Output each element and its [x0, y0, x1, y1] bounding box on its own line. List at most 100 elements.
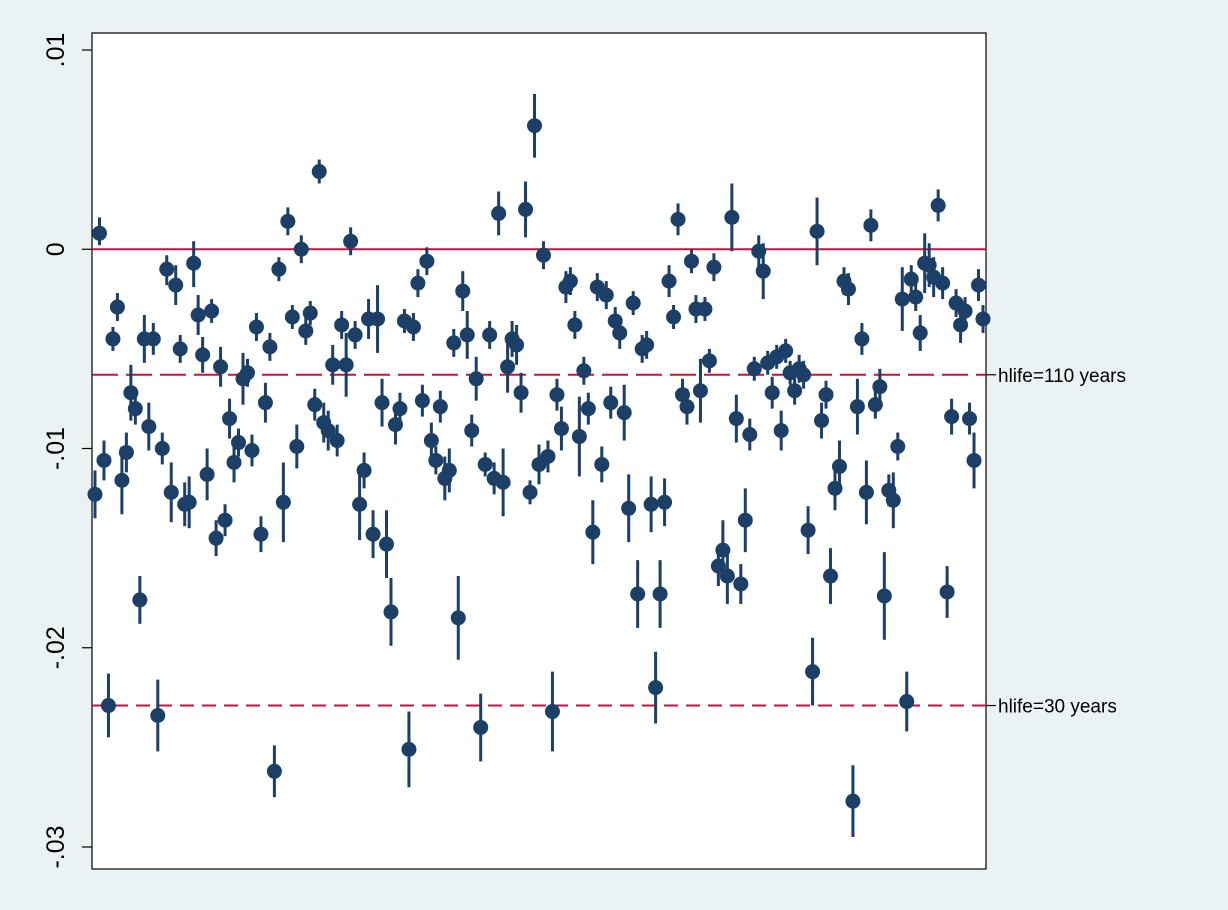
- point-marker: [643, 496, 659, 512]
- point-marker: [518, 201, 534, 217]
- data-point: [141, 402, 157, 451]
- point-marker: [356, 462, 372, 478]
- point-marker: [248, 319, 264, 335]
- point-marker: [899, 694, 915, 710]
- point-marker: [168, 277, 184, 293]
- data-point: [266, 745, 282, 798]
- point-marker: [482, 327, 498, 343]
- point-marker: [379, 536, 395, 552]
- point-marker: [464, 423, 480, 439]
- point-marker: [567, 317, 583, 333]
- point-marker: [666, 309, 682, 325]
- point-marker: [849, 399, 865, 415]
- data-point: [374, 378, 390, 427]
- data-point: [908, 283, 924, 312]
- data-point: [863, 209, 879, 242]
- point-marker: [890, 439, 906, 455]
- data-point: [522, 480, 538, 505]
- data-point: [849, 378, 865, 435]
- point-marker: [737, 512, 753, 528]
- point-marker: [966, 452, 982, 468]
- point-marker: [459, 327, 475, 343]
- data-point: [805, 637, 821, 706]
- data-point: [670, 203, 686, 236]
- data-point: [773, 410, 789, 451]
- data-point: [186, 241, 202, 288]
- point-marker: [957, 303, 973, 319]
- point-marker: [746, 361, 762, 377]
- point-marker: [239, 365, 255, 381]
- data-point: [944, 398, 960, 435]
- data-point: [370, 285, 386, 353]
- data-point: [643, 476, 659, 533]
- point-marker: [535, 247, 551, 263]
- point-marker: [217, 512, 233, 528]
- data-point: [293, 235, 309, 264]
- reference-line-label: hlife=110 years: [998, 366, 1126, 387]
- data-point: [87, 470, 103, 519]
- data-point: [280, 207, 296, 236]
- data-point: [109, 293, 125, 321]
- data-point: [222, 398, 238, 439]
- point-marker: [159, 261, 175, 277]
- point-marker: [266, 763, 282, 779]
- data-point: [652, 560, 668, 628]
- data-point: [352, 468, 368, 541]
- point-marker: [293, 241, 309, 257]
- point-marker: [195, 347, 211, 363]
- point-marker: [773, 423, 789, 439]
- point-marker: [944, 409, 960, 425]
- data-point: [392, 392, 408, 425]
- point-marker: [320, 423, 336, 439]
- point-marker: [625, 295, 641, 311]
- data-point: [648, 651, 664, 724]
- point-marker: [405, 319, 421, 335]
- point-marker: [544, 704, 560, 720]
- point-marker: [845, 793, 861, 809]
- data-point: [818, 380, 834, 409]
- point-marker: [163, 484, 179, 500]
- point-marker: [648, 680, 664, 696]
- point-marker: [831, 458, 847, 474]
- data-point: [419, 247, 435, 276]
- data-point: [401, 711, 417, 788]
- point-marker: [145, 331, 161, 347]
- point-marker: [455, 283, 471, 299]
- point-marker: [562, 273, 578, 289]
- point-marker: [594, 456, 610, 472]
- point-marker: [127, 401, 143, 417]
- point-marker: [522, 484, 538, 500]
- point-marker: [253, 526, 269, 542]
- y-tick-label: 0: [42, 242, 70, 256]
- point-marker: [863, 217, 879, 233]
- point-marker: [630, 586, 646, 602]
- data-point: [275, 462, 291, 543]
- data-point: [518, 181, 534, 238]
- data-point: [338, 332, 354, 397]
- data-point: [809, 197, 825, 266]
- data-point: [858, 460, 874, 525]
- point-marker: [580, 401, 596, 417]
- data-point: [971, 269, 987, 302]
- data-point: [935, 267, 951, 300]
- point-marker: [347, 327, 363, 343]
- data-point: [899, 671, 915, 732]
- point-marker: [208, 530, 224, 546]
- data-point: [298, 316, 314, 345]
- point-marker: [755, 263, 771, 279]
- data-point: [356, 452, 372, 489]
- point-marker: [352, 496, 368, 512]
- data-point: [325, 344, 341, 385]
- data-point: [105, 326, 121, 351]
- point-marker: [450, 610, 466, 626]
- data-point: [890, 432, 906, 461]
- data-point: [414, 384, 430, 417]
- data-point: [204, 299, 220, 323]
- point-marker: [930, 197, 946, 213]
- data-point: [930, 189, 946, 222]
- point-marker: [392, 401, 408, 417]
- data-point: [567, 311, 583, 339]
- data-point: [661, 265, 677, 298]
- point-marker: [908, 289, 924, 305]
- data-point: [683, 249, 699, 274]
